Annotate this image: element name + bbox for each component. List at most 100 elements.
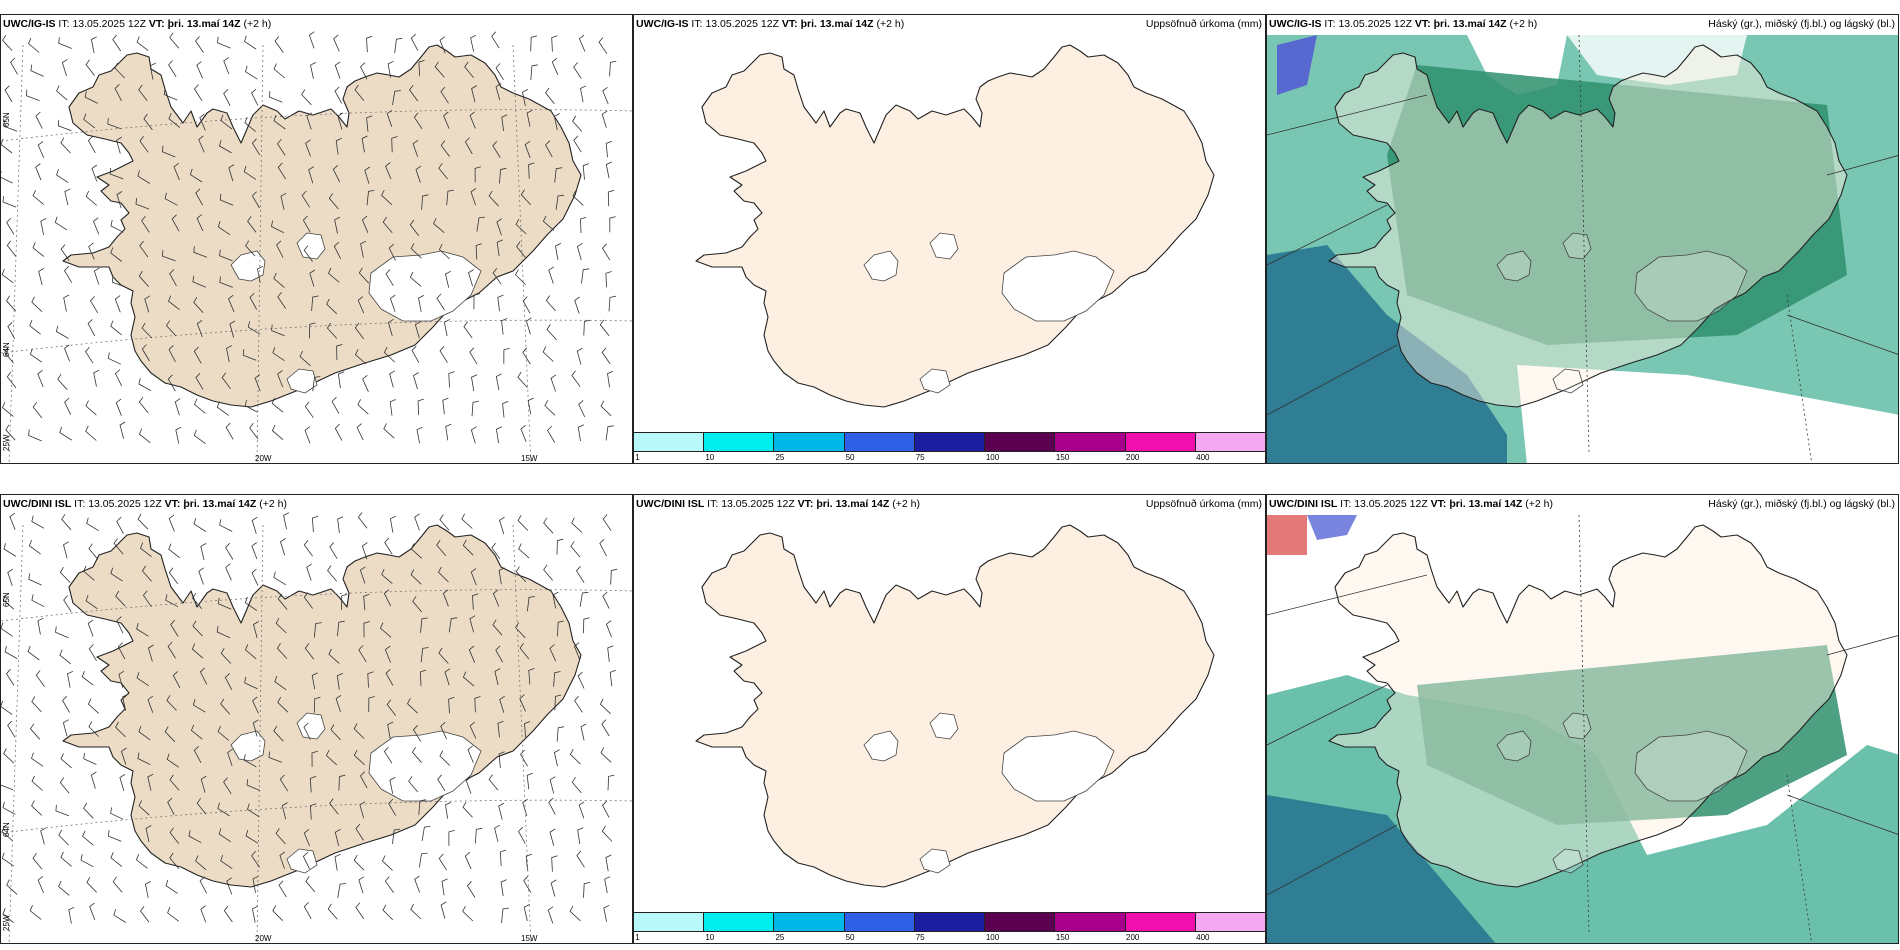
wind-barb (358, 267, 370, 284)
wind-barb (244, 399, 258, 413)
wind-barb (467, 745, 474, 763)
wind-barb (229, 320, 236, 338)
wind-barb (279, 774, 289, 792)
wind-barb (168, 295, 180, 311)
wind-barb (391, 136, 398, 153)
colorbar-label: 200 (1126, 453, 1140, 462)
wind-barb (383, 423, 395, 439)
wind-barb (415, 165, 422, 183)
wind-barb (1, 622, 13, 637)
wind-barb (196, 61, 203, 79)
wind-barb (85, 594, 98, 610)
wind-barb (200, 775, 207, 793)
wind-barb (440, 86, 449, 104)
wind-barb (608, 295, 616, 312)
wind-barb (88, 644, 97, 662)
wind-barb-map (1, 31, 632, 463)
wind-barb (226, 877, 233, 895)
wind-barb (84, 346, 94, 364)
colorbar-segment (1055, 433, 1126, 451)
wind-barb (555, 243, 562, 260)
colorbar-label: 100 (985, 933, 1000, 942)
wind-barb (276, 240, 284, 258)
wind-barb (93, 369, 100, 387)
wind-barb (337, 112, 344, 130)
wind-barb (437, 774, 446, 792)
wind-barb (55, 626, 69, 639)
wind-barb (138, 725, 151, 741)
wind-barb (448, 696, 455, 714)
wind-barb (192, 699, 206, 713)
wind-barb (499, 849, 507, 867)
wind-barb (358, 645, 367, 663)
wind-barb (193, 296, 204, 313)
wind-barb (276, 139, 286, 156)
wind-barb (410, 903, 422, 920)
wind-barb (384, 537, 393, 555)
wind-barb (571, 776, 582, 794)
wind-barb (524, 721, 531, 738)
wind-barb (570, 541, 581, 558)
wind-barb (332, 165, 341, 183)
wind-barb (462, 801, 473, 818)
wind-barb (245, 240, 256, 257)
wind-barb (219, 519, 233, 532)
wind-barb (272, 347, 285, 362)
wind-barb (60, 244, 70, 261)
wind-barb (253, 621, 259, 639)
wind-barb (330, 724, 341, 741)
wind-barb (414, 321, 421, 339)
wind-barb (495, 63, 504, 81)
wind-barb (58, 829, 69, 846)
wind-barb (220, 648, 232, 664)
wind-barb (223, 777, 232, 795)
wind-barb (136, 672, 149, 687)
wind-barb (168, 60, 177, 77)
wind-barb (580, 85, 587, 103)
lon-label-25: 25W (2, 914, 11, 931)
wind-barb (328, 267, 340, 283)
wind-barb (418, 59, 425, 77)
wind-barb (515, 218, 527, 235)
wind-barb (523, 876, 532, 893)
graticule (1267, 514, 1898, 943)
wind-barb (161, 250, 176, 262)
wind-barb (273, 114, 286, 130)
wind-barb (198, 567, 204, 585)
wind-barb (31, 800, 43, 816)
wind-barb (607, 189, 615, 207)
wind-barb (525, 853, 532, 871)
wind-barb (217, 597, 232, 610)
wind-barb (118, 670, 125, 688)
wind-barb (64, 188, 71, 206)
wind-barb (193, 746, 202, 763)
wind-barb (57, 373, 68, 390)
wind-barb (549, 776, 556, 794)
wind-barb (7, 568, 14, 586)
wind-barb (31, 775, 43, 791)
colorbar-segment (1195, 913, 1265, 931)
wind-barb (337, 620, 345, 637)
wind-barb (497, 720, 504, 738)
wind-panel-row2: UWC/DINI ISL IT: 13.05.2025 12Z VT: þri.… (0, 494, 633, 944)
wind-barb (440, 901, 447, 919)
wind-barb (247, 321, 261, 335)
wind-barb (574, 695, 583, 713)
wind-barb (83, 752, 97, 765)
wind-barb (311, 295, 319, 312)
wind-barb (520, 189, 532, 206)
wind-barb (439, 514, 450, 531)
wind-barb (381, 855, 393, 871)
wind-barb (547, 906, 554, 924)
wind-barb (62, 695, 70, 713)
wind-barb (492, 619, 503, 636)
wind-barb (304, 426, 311, 444)
wind-barb (526, 109, 533, 127)
wind-barb (308, 31, 315, 49)
wind-barb (120, 747, 127, 765)
wind-barb (495, 373, 502, 391)
precip-colorbar-labels: 1 10 25 50 75 100 150 200 400 (634, 452, 1265, 463)
wind-barb (193, 346, 202, 364)
wind-barb (1, 825, 13, 841)
wind-barb (32, 190, 45, 205)
